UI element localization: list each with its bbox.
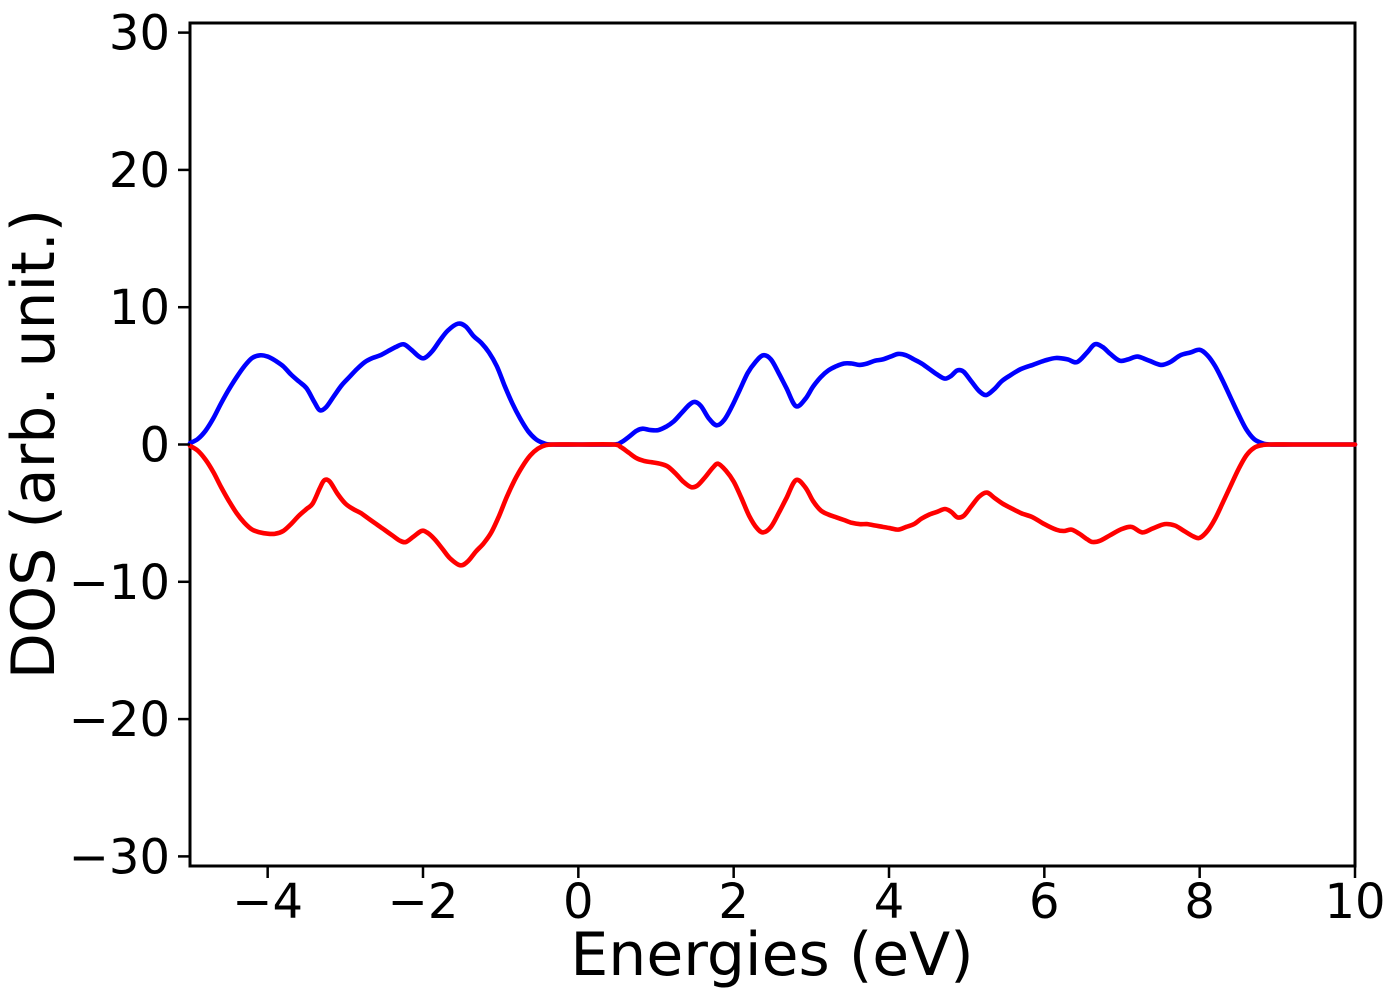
y-tick-label: 30 — [109, 6, 170, 62]
curves-group — [187, 321, 1358, 568]
y-tick-label: −30 — [69, 829, 170, 885]
x-tick-label: 0 — [563, 874, 594, 930]
x-tick-label: 10 — [1324, 874, 1385, 930]
y-ticks-group: −30 −20 −10 0 10 20 30 — [69, 6, 190, 885]
y-tick-label: −10 — [69, 555, 170, 611]
y-axis-label: DOS (arb. unit.) — [0, 209, 69, 679]
plot-frame — [188, 21, 1357, 868]
y-tick-label: −20 — [69, 692, 170, 748]
x-tick-label: −4 — [232, 874, 303, 930]
spin-down-curve — [187, 441, 1358, 568]
y-tick-label: 10 — [109, 280, 170, 336]
x-tick-label: 4 — [874, 874, 905, 930]
x-tick-label: 8 — [1184, 874, 1215, 930]
x-ticks-group: −4 −2 0 2 4 6 8 10 — [232, 866, 1386, 930]
x-tick-label: 2 — [718, 874, 749, 930]
y-tick-label: 20 — [109, 143, 170, 199]
x-axis-label: Energies (eV) — [570, 920, 973, 990]
x-tick-label: −2 — [388, 874, 459, 930]
x-tick-label: 6 — [1029, 874, 1060, 930]
spin-up-curve — [187, 321, 1358, 447]
y-tick-label: 0 — [139, 418, 170, 474]
